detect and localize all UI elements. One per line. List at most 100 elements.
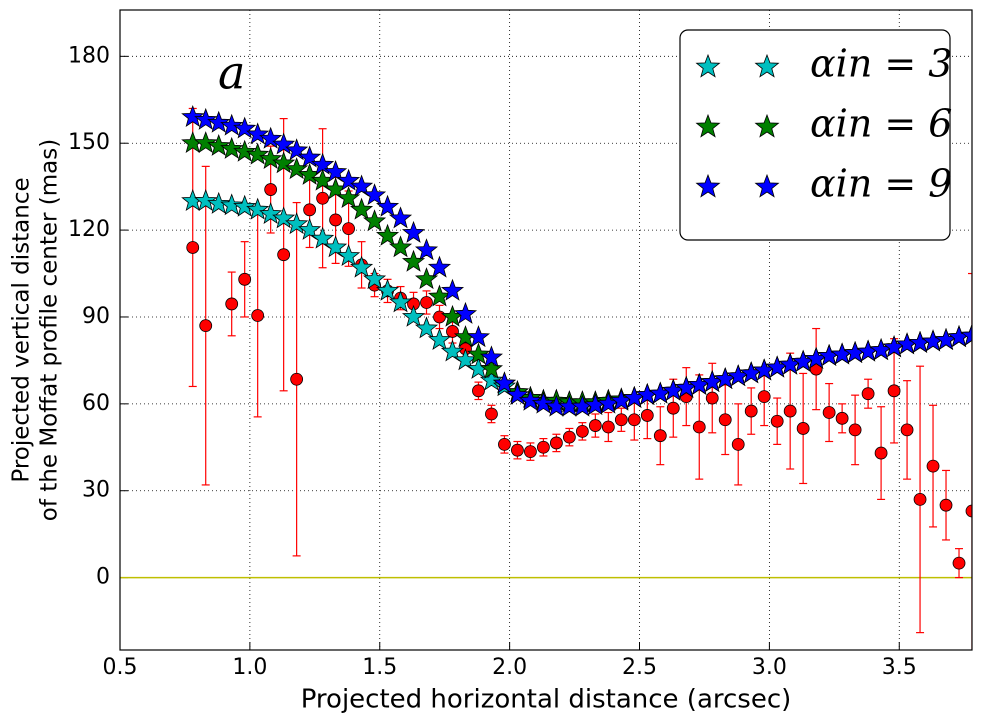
- star-marker: [440, 339, 465, 362]
- y-axis-label: of the Moffat profile center (mas): [37, 139, 63, 521]
- star-marker: [492, 371, 516, 394]
- star-marker: [518, 388, 542, 411]
- star-marker: [440, 278, 465, 301]
- point: [472, 384, 485, 398]
- point: [666, 401, 680, 415]
- point: [238, 272, 252, 286]
- star-marker: [388, 235, 413, 258]
- point: [770, 414, 784, 428]
- point: [303, 203, 317, 217]
- star-marker: [350, 174, 374, 197]
- point: [186, 241, 200, 254]
- star-marker: [246, 142, 270, 165]
- point: [900, 423, 914, 437]
- point: [796, 422, 810, 435]
- legend-marker: [754, 113, 780, 138]
- star-marker: [337, 168, 361, 191]
- legend-label: αin = 3: [810, 42, 952, 86]
- point: [485, 407, 498, 421]
- star-marker: [479, 368, 503, 391]
- star-marker: [298, 145, 322, 168]
- star-marker: [337, 244, 361, 266]
- legend-marker: [695, 173, 721, 198]
- legend-marker: [695, 113, 721, 138]
- point: [874, 446, 888, 460]
- point: [783, 404, 797, 418]
- star-marker: [220, 136, 244, 159]
- legend-box: [679, 29, 951, 241]
- y-tick-label: 60: [82, 391, 110, 416]
- y-tick-label: 180: [68, 43, 110, 68]
- y-axis-label: Projected vertical distance: [9, 177, 35, 482]
- point: [264, 183, 278, 196]
- star-marker: [207, 191, 231, 214]
- point: [731, 437, 745, 451]
- point: [848, 423, 862, 437]
- point: [614, 413, 628, 427]
- x-tick-label: 2.5: [622, 655, 657, 680]
- point: [251, 309, 265, 322]
- point: [562, 430, 576, 444]
- star-marker: [259, 146, 283, 169]
- legend-label: αin = 6: [810, 102, 952, 146]
- star-marker: [453, 301, 478, 324]
- star-marker: [427, 284, 452, 307]
- star-marker: [453, 348, 478, 371]
- star-marker: [376, 194, 400, 217]
- star-marker: [376, 223, 400, 246]
- x-tick-label: 1.0: [232, 655, 267, 680]
- legend-label: αin = 9: [810, 162, 952, 206]
- star-marker: [233, 139, 257, 162]
- star-marker: [259, 202, 283, 224]
- point: [601, 420, 615, 434]
- star-marker: [505, 383, 529, 405]
- star-marker: [350, 197, 374, 220]
- legend-marker: [695, 53, 721, 78]
- star-marker: [363, 209, 387, 232]
- y-tick-label: 90: [82, 304, 110, 329]
- point: [342, 222, 355, 236]
- point: [537, 440, 550, 454]
- point: [329, 213, 342, 227]
- star-marker: [414, 238, 439, 261]
- point: [913, 493, 927, 506]
- point: [575, 424, 589, 438]
- star-marker: [531, 391, 555, 414]
- point: [835, 411, 849, 425]
- star-marker: [207, 133, 231, 156]
- star-marker: [363, 183, 387, 206]
- x-axis-label: Projected horizontal distance (arcsec): [301, 685, 792, 715]
- point: [692, 420, 706, 434]
- star-marker: [298, 217, 322, 240]
- annotation: a: [218, 46, 245, 100]
- legend-marker: [754, 53, 780, 78]
- star-marker: [363, 267, 387, 290]
- point: [705, 391, 719, 405]
- star-marker: [479, 345, 503, 368]
- star-marker: [466, 342, 491, 365]
- point: [498, 437, 511, 451]
- point: [433, 310, 446, 324]
- point: [420, 296, 433, 309]
- star-marker: [285, 212, 309, 235]
- point: [965, 504, 972, 518]
- point: [549, 436, 563, 450]
- star-marker: [285, 138, 309, 161]
- star-marker: [401, 220, 426, 243]
- star-marker: [427, 255, 452, 278]
- star-marker: [194, 188, 218, 211]
- point: [316, 191, 330, 205]
- plot-area: [181, 105, 972, 650]
- star-marker: [466, 325, 491, 348]
- y-tick-label: 0: [96, 565, 110, 590]
- point: [744, 404, 758, 418]
- star-marker: [388, 206, 413, 229]
- star-marker: [246, 197, 270, 220]
- point: [952, 556, 966, 570]
- point: [887, 384, 901, 398]
- star-marker: [272, 151, 296, 174]
- star-marker: [427, 327, 452, 350]
- point: [627, 413, 641, 427]
- point: [511, 443, 524, 457]
